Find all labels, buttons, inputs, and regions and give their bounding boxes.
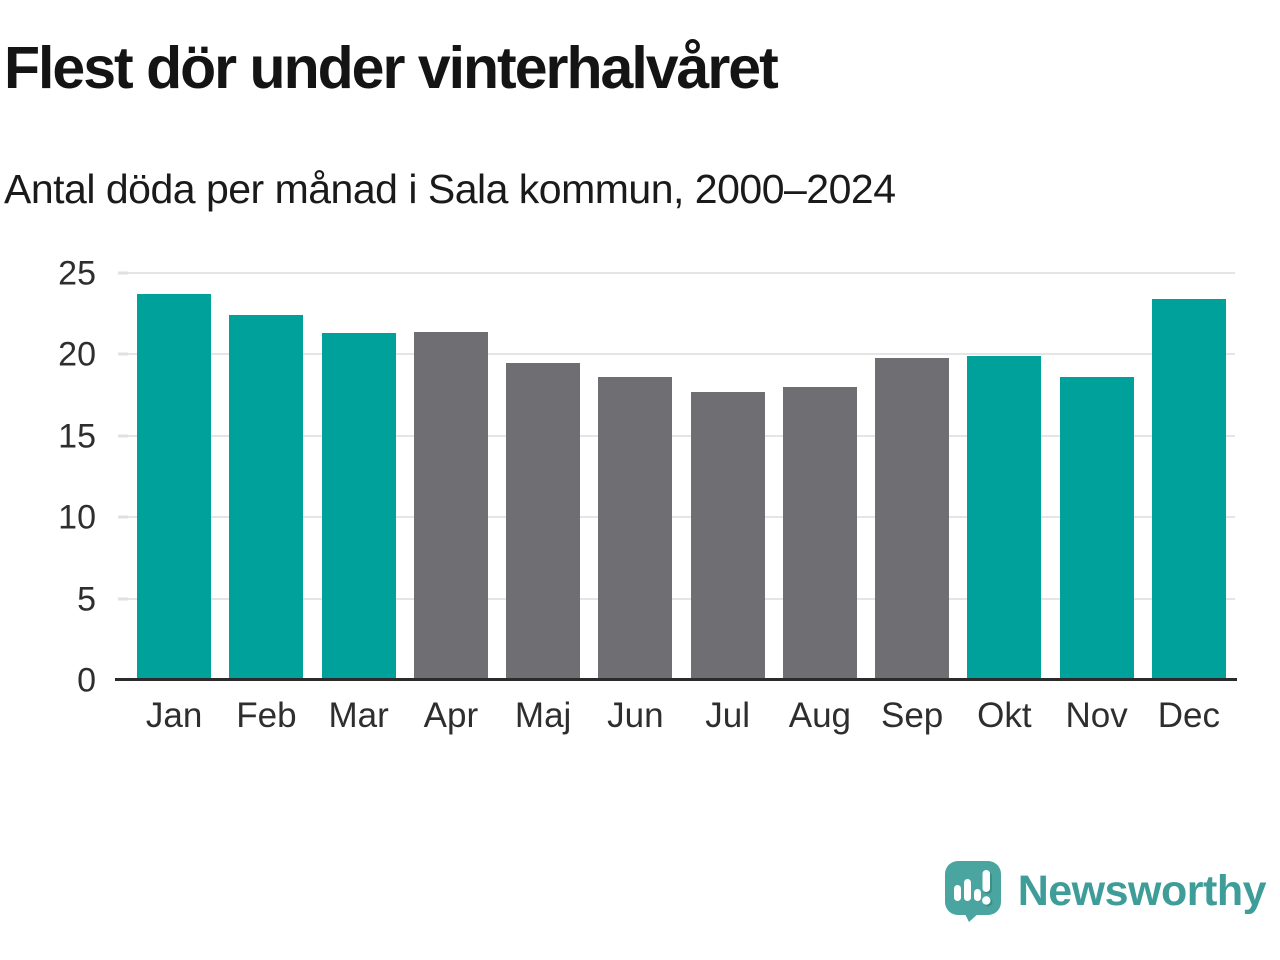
x-axis-label-maj: Maj (514, 696, 572, 735)
bar-slot (313, 273, 405, 680)
x-axis-label-sep: Sep (880, 696, 944, 735)
y-axis-label: 5 (77, 580, 96, 619)
gridline (128, 516, 1235, 519)
y-axis-tick (118, 271, 128, 275)
bar-aug (782, 386, 857, 680)
gridline (128, 272, 1235, 274)
x-axis-label-dec: Dec (1157, 696, 1220, 735)
x-axis-label-okt: Okt (977, 696, 1032, 735)
bar-jun (598, 377, 673, 680)
y-axis-label: 20 (58, 336, 96, 375)
bar-slot (774, 273, 866, 680)
y-axis-tick (118, 434, 128, 438)
x-axis-label-nov: Nov (1065, 696, 1128, 735)
y-axis-label: 0 (77, 661, 96, 700)
bar-slot (1051, 273, 1143, 680)
y-axis-label: 25 (58, 254, 96, 293)
bar-jul (690, 391, 765, 680)
x-axis-label-jul: Jul (705, 696, 750, 735)
chart-subtitle: Antal döda per månad i Sala kommun, 2000… (4, 166, 896, 212)
bar-slot (958, 273, 1050, 680)
speech-bubble-tail (963, 912, 980, 922)
bars (128, 273, 1235, 680)
newsworthy-logo-icon (944, 861, 1001, 922)
bar-dec (1151, 299, 1226, 680)
bar-jan (137, 294, 212, 680)
x-axis-label-mar: Mar (328, 696, 389, 735)
y-axis-tick (118, 515, 128, 519)
x-axis-label-feb: Feb (236, 696, 297, 735)
gridline (128, 353, 1235, 356)
x-axis-label-jun: Jun (607, 696, 664, 735)
y-axis-tick (118, 352, 128, 356)
gridline (128, 597, 1235, 600)
bar-apr (413, 331, 488, 680)
y-axis-tick (118, 597, 128, 601)
bar-slot (220, 273, 312, 680)
x-axis-label-aug: Aug (788, 696, 852, 735)
chart-title: Flest dör under vinterhalvåret (4, 35, 779, 101)
bar-maj (506, 362, 581, 680)
bar-slot (497, 273, 589, 680)
plot-area: Jan Feb Mar Apr Maj Jun Jul Aug Sep Okt Nov Dec 0 5 1… (58, 257, 1237, 735)
x-axis-label-apr: Apr (423, 696, 479, 735)
bar-mar (321, 333, 396, 680)
bar-slot (128, 273, 220, 680)
bar-nov (1059, 377, 1134, 680)
bar-sep (875, 357, 950, 680)
newsworthy-brand: Newsworthy (944, 860, 1267, 922)
bar-feb (229, 315, 304, 680)
x-axis-label-jan: Jan (145, 696, 203, 735)
bar-slot (866, 273, 958, 680)
x-axis-line (115, 678, 1237, 681)
bar-slot (1143, 273, 1235, 680)
bar-okt (967, 356, 1042, 680)
bar-slot (589, 273, 681, 680)
month-labels: Jan Feb Mar Apr Maj Jun Jul Aug Sep Okt Nov Dec (128, 696, 1235, 736)
brand-name: Newsworthy (1017, 866, 1267, 915)
y-axis-label: 10 (58, 498, 96, 537)
y-axis-label: 15 (58, 417, 96, 456)
gridline (128, 434, 1235, 437)
bar-slot (405, 273, 497, 680)
bar-slot (682, 273, 774, 680)
